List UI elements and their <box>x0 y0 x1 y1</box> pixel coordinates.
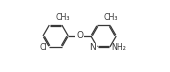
Text: Cl: Cl <box>39 43 47 52</box>
Text: CH₃: CH₃ <box>55 13 70 22</box>
Text: O: O <box>76 32 83 40</box>
Text: CH₃: CH₃ <box>103 13 118 22</box>
Text: NH₂: NH₂ <box>112 43 127 52</box>
Text: N: N <box>90 43 96 52</box>
